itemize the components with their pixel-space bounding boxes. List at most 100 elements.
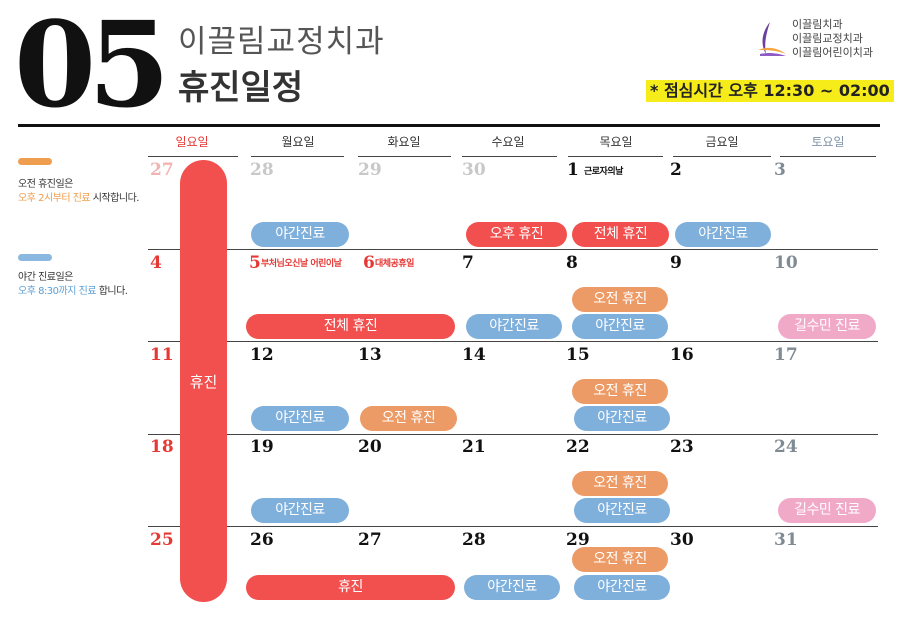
holiday-note: 근로자의날 (584, 167, 623, 177)
logo-name-1: 이끌림치과 (792, 18, 843, 31)
date-cell: 6 (363, 253, 375, 273)
weekday-rule (568, 156, 663, 157)
clinic-name: 이끌림교정치과 (178, 24, 385, 60)
weekday-rule (780, 156, 876, 157)
event-am-off: 오전 휴진 (572, 287, 668, 312)
weekday-tue: 화요일 (387, 135, 421, 149)
legend-night: 야간 진료일은 오후 8:30까지 진료 합니다. (18, 271, 128, 299)
weekday-thu: 목요일 (599, 135, 633, 149)
legend-night-title: 야간 진료일은 (18, 272, 73, 283)
date-cell: 29 (566, 530, 590, 550)
event-night: 야간진료 (675, 222, 771, 247)
date-cell: 18 (150, 437, 174, 457)
holiday-note: 대체공휴일 (375, 259, 414, 269)
week-divider (148, 434, 878, 435)
event-night: 야간진료 (466, 314, 562, 339)
event-full-off: 전체 휴진 (572, 222, 669, 247)
date-cell: 16 (670, 345, 694, 365)
event-night: 야간진료 (574, 575, 670, 600)
date-cell: 30 (670, 530, 694, 550)
date-cell: 23 (670, 437, 694, 457)
event-night: 야간진료 (574, 406, 670, 431)
event-off: 휴진 (246, 575, 455, 600)
event-am-off: 오전 휴진 (360, 406, 457, 431)
sunday-closed-label: 휴진 (189, 373, 218, 391)
date-cell: 12 (250, 345, 274, 365)
date-cell: 9 (670, 253, 682, 273)
date-cell: 31 (774, 530, 798, 550)
header-divider (18, 124, 880, 127)
legend-orange-swatch (18, 158, 52, 165)
weekday-rule (251, 156, 344, 157)
date-cell: 26 (250, 530, 274, 550)
legend-blue-swatch (18, 254, 52, 261)
weekday-rule (462, 156, 557, 157)
month-number: 05 (14, 0, 170, 134)
date-cell: 28 (462, 530, 486, 550)
event-am-off: 오전 휴진 (572, 547, 668, 572)
weekday-mon: 월요일 (281, 135, 315, 149)
date-cell: 28 (250, 160, 274, 180)
event-full-off: 전체 휴진 (246, 314, 455, 339)
legend-am-off-detail: 오후 2시부터 진료 시작합니다. (18, 192, 139, 206)
date-cell: 24 (774, 437, 798, 457)
weekday-sat: 토요일 (811, 135, 845, 149)
logo-name-2: 이끌림교정치과 (792, 32, 863, 45)
legend-am-off-title: 오전 휴진일은 (18, 179, 73, 190)
date-cell: 17 (774, 345, 798, 365)
date-cell: 27 (358, 530, 382, 550)
legend-night-detail: 오후 8:30까지 진료 합니다. (18, 285, 128, 299)
event-night: 야간진료 (251, 222, 349, 247)
event-night: 야간진료 (572, 314, 668, 339)
date-cell: 7 (462, 253, 474, 273)
clinic-logo-icon (758, 22, 786, 56)
date-cell: 5 (249, 253, 261, 273)
weekday-rule (148, 156, 238, 157)
lunch-time-badge: * 점심시간 오후 12:30 ~ 02:00 (646, 80, 894, 102)
week-divider (148, 341, 878, 342)
date-cell: 15 (566, 345, 590, 365)
event-night: 야간진료 (464, 575, 560, 600)
legend-am-off-suffix: 시작합니다. (90, 193, 140, 204)
event-pm-off: 오후 휴진 (466, 222, 567, 247)
event-doctor: 길수민 진료 (778, 498, 876, 523)
sunday-closed-bar (180, 160, 227, 602)
weekday-rule (358, 156, 451, 157)
date-cell: 13 (358, 345, 382, 365)
date-cell: 11 (150, 345, 174, 365)
event-night: 야간진료 (251, 498, 349, 523)
date-cell: 30 (462, 160, 486, 180)
holiday-note: 부처님오신날 어린이날 (261, 259, 342, 269)
date-cell: 21 (462, 437, 486, 457)
date-cell: 8 (566, 253, 578, 273)
legend-night-hours: 오후 8:30까지 진료 (18, 286, 97, 297)
weekday-fri: 금요일 (705, 135, 739, 149)
week-divider (148, 249, 878, 250)
date-cell: 1 (567, 160, 579, 180)
date-cell: 10 (774, 253, 798, 273)
event-am-off: 오전 휴진 (572, 471, 668, 496)
weekday-rule (673, 156, 771, 157)
date-cell: 14 (462, 345, 486, 365)
date-cell: 20 (358, 437, 382, 457)
date-cell: 19 (250, 437, 274, 457)
event-doctor: 길수민 진료 (778, 314, 876, 339)
date-cell: 4 (150, 253, 162, 273)
legend-am-off: 오전 휴진일은 오후 2시부터 진료 시작합니다. (18, 178, 139, 206)
date-cell: 2 (670, 160, 682, 180)
date-cell: 27 (150, 160, 174, 180)
event-am-off: 오전 휴진 (572, 379, 668, 404)
schedule-title: 휴진일정 (178, 68, 304, 108)
event-night: 야간진료 (574, 498, 670, 523)
date-cell: 3 (774, 160, 786, 180)
date-cell: 29 (358, 160, 382, 180)
date-cell: 25 (150, 530, 174, 550)
logo-name-3: 이끌림어린이치과 (792, 46, 873, 59)
date-cell: 22 (566, 437, 590, 457)
legend-night-suffix: 합니다. (96, 286, 128, 297)
week-divider (148, 526, 878, 527)
weekday-wed: 수요일 (491, 135, 525, 149)
event-night: 야간진료 (251, 406, 349, 431)
legend-am-off-hours: 오후 2시부터 진료 (18, 193, 91, 204)
logo-clinic-names: 이끌림치과 이끌림교정치과 이끌림어린이치과 (792, 18, 873, 60)
